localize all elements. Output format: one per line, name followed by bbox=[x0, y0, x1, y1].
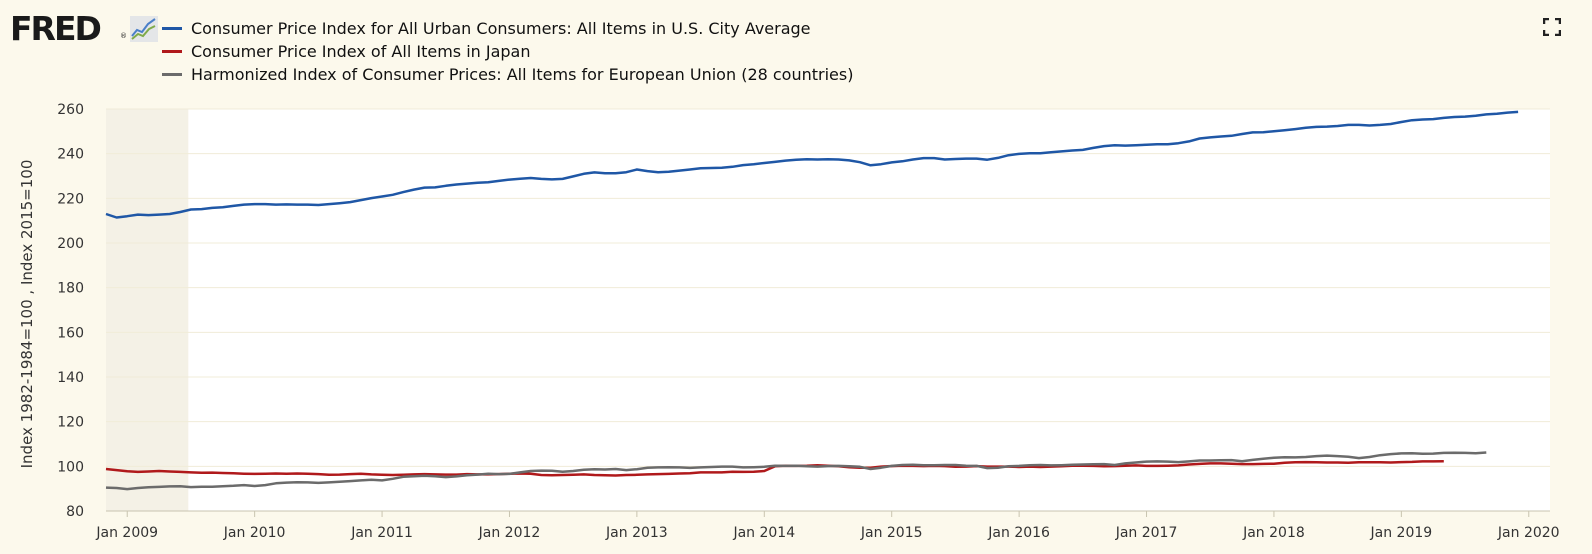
x-tick-label: Jan 2009 bbox=[95, 525, 158, 541]
y-tick-label: 180 bbox=[57, 281, 84, 297]
logo-registered-mark: ® bbox=[120, 32, 127, 40]
y-axis-ticks: 80 100 120 140 160 180 200 220 240 260 bbox=[57, 102, 84, 520]
legend-label: Consumer Price Index of All Items in Jap… bbox=[191, 42, 531, 61]
x-tick-label: Jan 2019 bbox=[1370, 525, 1433, 541]
legend-item-eu-hicp: Harmonized Index of Consumer Prices: All… bbox=[162, 63, 853, 86]
x-tick-label: Jan 2012 bbox=[478, 525, 541, 541]
legend-label: Consumer Price Index for All Urban Consu… bbox=[191, 19, 811, 38]
y-tick-label: 200 bbox=[57, 236, 84, 252]
x-tick-label: Jan 2020 bbox=[1497, 525, 1560, 541]
y-tick-label: 240 bbox=[57, 147, 84, 163]
x-tick-label: Jan 2017 bbox=[1115, 525, 1178, 541]
logo-text: FRED bbox=[10, 9, 102, 48]
y-tick-label: 260 bbox=[57, 102, 84, 118]
x-tick-label: Jan 2018 bbox=[1242, 525, 1305, 541]
x-tick-label: Jan 2011 bbox=[350, 525, 413, 541]
series-line bbox=[105, 451, 1487, 491]
x-tick-label: Jan 2016 bbox=[987, 525, 1050, 541]
legend-item-japan-cpi: Consumer Price Index of All Items in Jap… bbox=[162, 40, 853, 63]
y-tick-label: 120 bbox=[57, 415, 84, 431]
fullscreen-icon[interactable] bbox=[1543, 18, 1561, 36]
y-tick-label: 80 bbox=[66, 504, 84, 520]
series-line bbox=[105, 110, 1519, 219]
y-tick-label: 140 bbox=[57, 370, 84, 386]
series-lines bbox=[105, 110, 1519, 491]
legend-label: Harmonized Index of Consumer Prices: All… bbox=[191, 65, 854, 84]
y-tick-label: 220 bbox=[57, 191, 84, 207]
y-tick-label: 100 bbox=[57, 459, 84, 475]
y-axis-title: Index 1982-1984=100 , Index 2015=100 bbox=[18, 160, 36, 469]
y-tick-label: 160 bbox=[57, 325, 84, 341]
chart-legend: Consumer Price Index for All Urban Consu… bbox=[162, 17, 853, 86]
legend-swatch bbox=[162, 73, 182, 76]
plot-background bbox=[106, 109, 1550, 511]
legend-swatch bbox=[162, 50, 182, 53]
recession-shading bbox=[106, 109, 189, 511]
x-tick-label: Jan 2013 bbox=[605, 525, 668, 541]
fred-logo[interactable]: FRED ® bbox=[10, 9, 158, 48]
x-axis-ticks: Jan 2009 Jan 2010 Jan 2011 Jan 2012 Jan 2013… bbox=[95, 511, 1560, 541]
legend-item-us-cpi: Consumer Price Index for All Urban Consu… bbox=[162, 17, 853, 40]
grid-lines bbox=[106, 108, 1550, 512]
x-tick-label: Jan 2014 bbox=[732, 525, 795, 541]
x-tick-label: Jan 2010 bbox=[223, 525, 286, 541]
legend-swatch bbox=[162, 27, 182, 30]
line-chart-icon bbox=[130, 16, 158, 42]
x-tick-label: Jan 2015 bbox=[860, 525, 923, 541]
